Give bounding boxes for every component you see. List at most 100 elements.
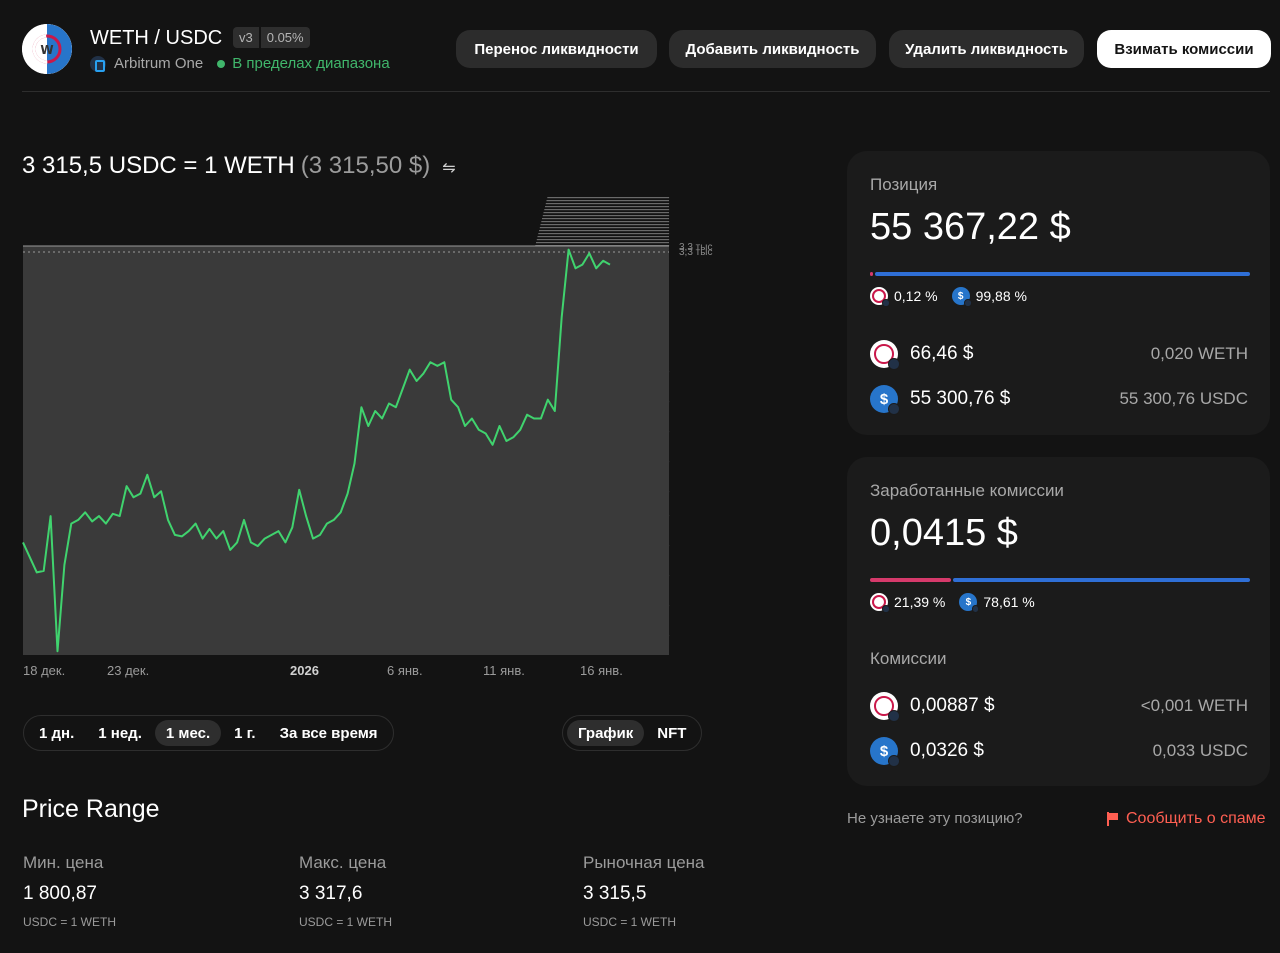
x-tick-label: 23 дек. <box>107 663 150 678</box>
report-spam-link[interactable]: Сообщить о спаме <box>1106 810 1266 828</box>
fees-sub-label: Комиссии <box>870 649 947 668</box>
range-status: В пределах диапазона <box>217 55 390 72</box>
position-value: 55 367,22 $ <box>870 206 1071 248</box>
nft-view-button[interactable]: NFT <box>657 724 687 742</box>
collect-fees-button[interactable]: Взимать комиссии <box>1097 30 1271 68</box>
usdc-usd-value: 55 300,76 $ <box>910 388 1011 409</box>
liquidity-bar <box>539 227 670 229</box>
earned-fees-label: Заработанные комиссии <box>870 481 1064 500</box>
range-1y-button[interactable]: 1 г. <box>234 724 256 742</box>
usdc-fee-row: $ 0,0326 $ 0,033 USDC <box>870 737 1248 767</box>
usdc-token-icon: $ <box>870 385 900 415</box>
pair-title: WETH / USDC <box>90 27 223 49</box>
liquidity-bar <box>542 218 669 220</box>
liquidity-bar <box>546 200 669 202</box>
report-spam-label: Сообщить о спаме <box>1126 810 1266 827</box>
weth-token-icon <box>870 593 890 613</box>
chart-view-button[interactable]: График <box>567 720 645 746</box>
version-badge: v3 <box>233 27 259 48</box>
usdc-fee-pct: 78,61 % <box>983 594 1035 610</box>
migrate-liquidity-button[interactable]: Перенос ликвидности <box>456 30 657 68</box>
position-header: W WETH / USDC v3 0.05% Arbitrum One В пр… <box>0 0 1280 92</box>
market-price-value: 3 315,5 <box>583 883 647 904</box>
arbitrum-icon <box>90 55 106 72</box>
max-price-axis-label: 3,3 тыс <box>679 242 712 253</box>
price-usd: (3 315,50 $) <box>300 152 431 179</box>
x-tick-label: 11 янв. <box>483 663 525 678</box>
usdc-amount: 55 300,76 USDC <box>1119 389 1248 408</box>
range-1d-button[interactable]: 1 дн. <box>39 724 75 742</box>
x-axis: 18 дек. 23 дек. 2026 6 янв. 11 янв. 16 я… <box>22 663 712 681</box>
market-price-label: Рыночная цена <box>583 853 705 872</box>
weth-fee-usd: 0,00887 $ <box>910 695 995 716</box>
liquidity-bar <box>542 215 670 217</box>
usdc-holding-row: $ 55 300,76 $ 55 300,76 USDC <box>870 385 1248 415</box>
liquidity-bar <box>545 206 669 208</box>
market-price-block: Рыночная цена 3 315,5 USDC = 1 WETH <box>583 853 705 929</box>
price-chart[interactable]: 3,3 тыс 3,3 тыс <box>0 190 740 690</box>
x-tick-label: 2026 <box>290 663 319 678</box>
liquidity-bar <box>543 212 669 214</box>
weth-share-segment <box>870 272 873 276</box>
position-card: Позиция 55 367,22 $ 0,12 % $ 99,88 % 66,… <box>847 151 1270 435</box>
min-price-value: 1 800,87 <box>23 883 97 904</box>
liquidity-bar <box>536 242 669 244</box>
fees-shares: 21,39 % $ 78,61 % <box>870 593 1035 613</box>
weth-token-icon <box>870 340 900 370</box>
min-price-block: Мин. цена 1 800,87 USDC = 1 WETH <box>23 853 116 929</box>
price-ratio: 3 315,5 USDC = 1 WETH <box>22 152 295 179</box>
weth-token-icon <box>870 287 890 307</box>
market-price-unit: USDC = 1 WETH <box>583 915 677 929</box>
liquidity-bar <box>538 233 670 235</box>
range-1m-button[interactable]: 1 мес. <box>154 720 222 746</box>
x-tick-label: 6 янв. <box>387 663 423 678</box>
max-price-block: Макс. цена 3 317,6 USDC = 1 WETH <box>299 853 392 929</box>
usdc-share-segment <box>875 272 1250 276</box>
weth-share-segment <box>870 578 952 582</box>
liquidity-bar <box>547 197 670 199</box>
liquidity-bar <box>540 224 669 226</box>
pool-badges: v3 0.05% <box>233 27 310 48</box>
current-price: 3 315,5 USDC = 1 WETH (3 315,50 $) ⇋ <box>22 152 456 180</box>
max-price-unit: USDC = 1 WETH <box>299 915 393 929</box>
liquidity-bar <box>541 221 670 223</box>
unrecognized-position-text: Не узнаете эту позицию? <box>847 810 1023 827</box>
weth-usdc-pair-icon: W <box>22 24 72 74</box>
weth-fee-row: 0,00887 $ <0,001 WETH <box>870 692 1248 722</box>
range-status-label: В пределах диапазона <box>232 55 390 72</box>
weth-holding-row: 66,46 $ 0,020 WETH <box>870 340 1248 370</box>
liquidity-bar <box>537 236 669 238</box>
liquidity-bar <box>545 203 670 205</box>
liquidity-bar <box>536 239 670 241</box>
max-price-label: Макс. цена <box>299 853 387 872</box>
range-1w-button[interactable]: 1 нед. <box>98 724 142 742</box>
remove-liquidity-button[interactable]: Удалить ликвидность <box>889 30 1084 68</box>
network-row: Arbitrum One В пределах диапазона <box>90 55 390 72</box>
weth-amount: 0,020 WETH <box>1150 344 1248 363</box>
svg-text:W: W <box>40 43 53 57</box>
min-price-label: Мин. цена <box>23 853 104 872</box>
range-all-button[interactable]: За все время <box>279 724 378 742</box>
in-range-area <box>23 246 669 655</box>
usdc-token-icon: $ <box>951 287 972 307</box>
current-price-axis-label: 3,3 тыс <box>679 247 712 258</box>
swap-direction-icon[interactable]: ⇋ <box>442 160 456 177</box>
fee-tier-badge: 0.05% <box>260 27 310 48</box>
weth-usd-value: 66,46 $ <box>910 343 974 364</box>
usdc-token-icon: $ <box>870 737 900 767</box>
weth-share-pct: 0,12 % <box>894 288 938 304</box>
time-range-selector: 1 дн. 1 нед. 1 мес. 1 г. За все время <box>23 715 394 751</box>
position-label: Позиция <box>870 175 938 194</box>
liquidity-bar <box>539 230 669 232</box>
status-dot-icon <box>217 59 226 68</box>
usdc-fee-amount: 0,033 USDC <box>1152 741 1248 760</box>
network-name: Arbitrum One <box>114 55 204 72</box>
header-divider <box>22 91 1270 92</box>
add-liquidity-button[interactable]: Добавить ликвидность <box>669 30 876 68</box>
usdc-share-segment <box>953 578 1250 582</box>
earned-fees-value: 0,0415 $ <box>870 512 1018 554</box>
liquidity-bar <box>544 209 670 211</box>
x-tick-label: 16 янв. <box>580 663 623 678</box>
max-price-value: 3 317,6 <box>299 883 363 904</box>
position-shares: 0,12 % $ 99,88 % <box>870 287 1027 307</box>
